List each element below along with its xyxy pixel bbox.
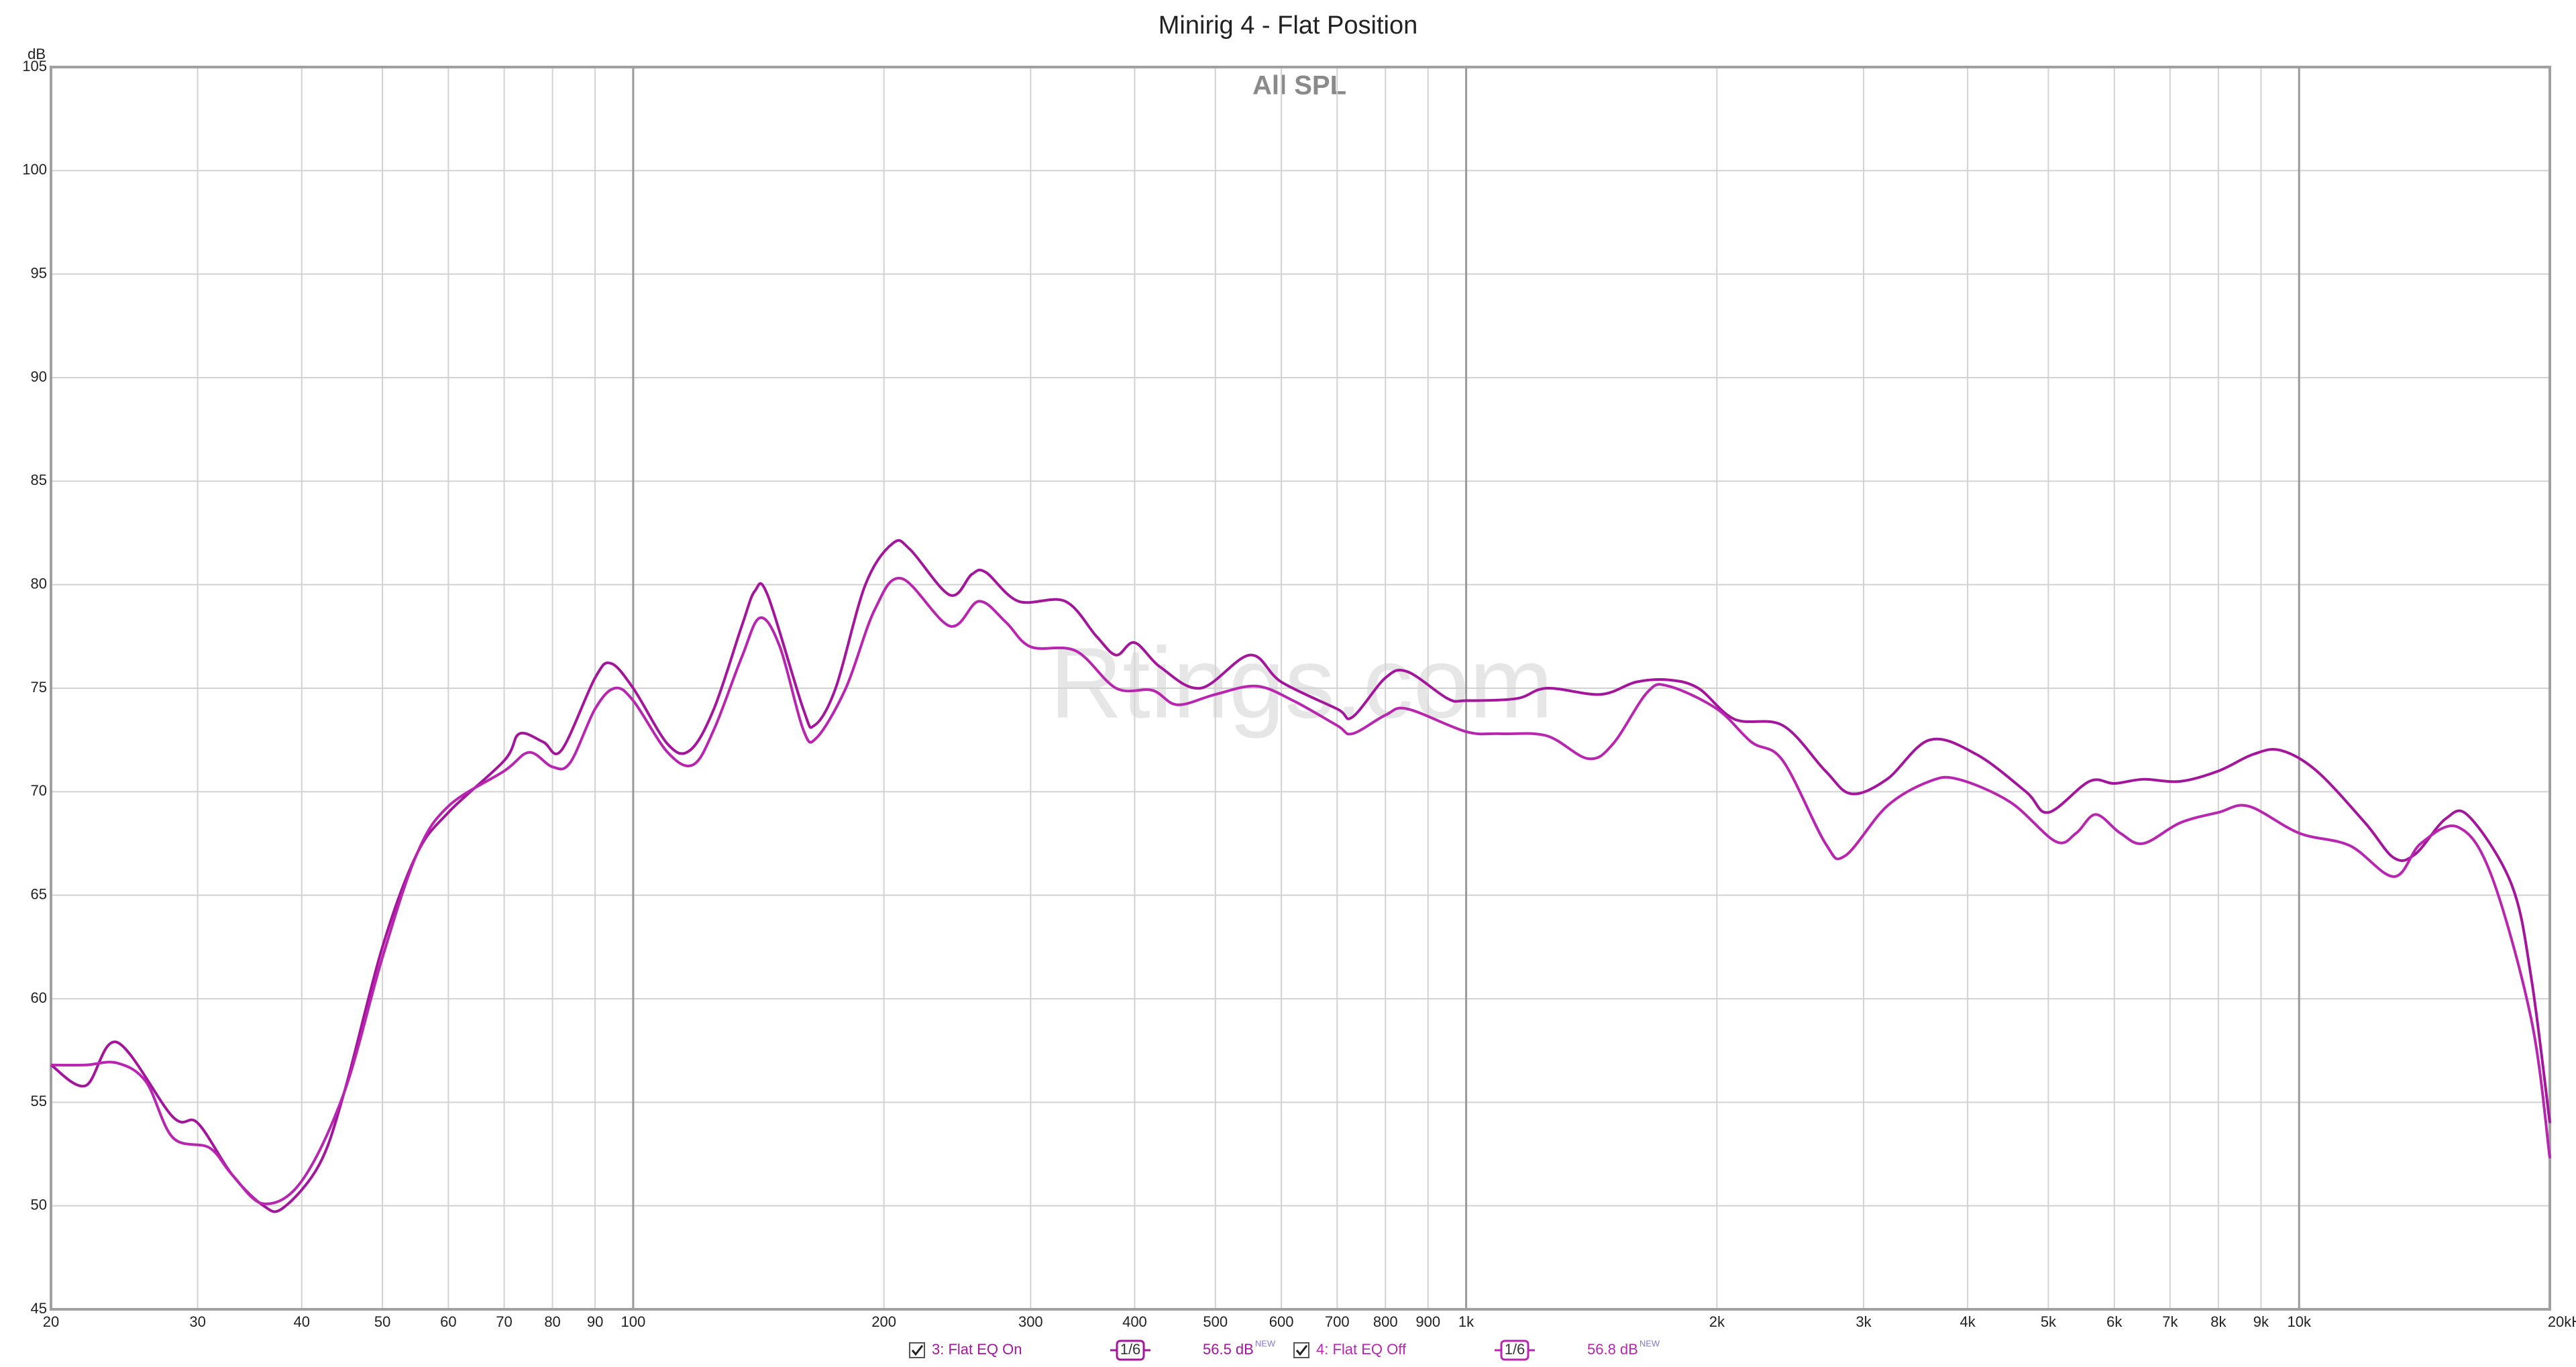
x-tick-label: 9k [2253, 1313, 2269, 1330]
checkbox-check [1295, 1345, 1308, 1356]
x-tick-label: 6k [2106, 1313, 2123, 1330]
x-tick-label: 8k [2210, 1313, 2226, 1330]
x-tick-label: 40 [294, 1313, 310, 1330]
x-tick-label: 80 [544, 1313, 560, 1330]
smoothing-box [1500, 1339, 1529, 1361]
y-tick-label: 90 [31, 368, 47, 385]
y-tick-label: 85 [31, 472, 47, 488]
x-tick-label: 3k [1856, 1313, 1872, 1330]
x-tick-label: 300 [1018, 1313, 1043, 1330]
y-tick-label: 75 [31, 679, 47, 696]
y-tick-label: 55 [31, 1093, 47, 1109]
x-tick-label: 500 [1203, 1313, 1228, 1330]
chart-subtitle: All SPL [1252, 71, 1346, 101]
legend-level: 56.5 dB [1203, 1341, 1254, 1358]
x-tick-label: 60 [440, 1313, 456, 1330]
legend-smoothing: 1/6 [1120, 1341, 1141, 1358]
y-tick-label: 70 [31, 782, 47, 799]
x-tick-label: 600 [1269, 1313, 1294, 1330]
x-tick-label: 700 [1325, 1313, 1350, 1330]
y-tick-label: 65 [31, 885, 47, 902]
x-tick-label: 200 [871, 1313, 896, 1330]
x-tick-label: 70 [496, 1313, 512, 1330]
legend-level-note: NEW [1640, 1338, 1660, 1348]
x-tick-label: 400 [1122, 1313, 1147, 1330]
y-tick-label: 80 [31, 575, 47, 592]
legend-level-note: NEW [1255, 1338, 1276, 1348]
series-line [50, 539, 2551, 1213]
x-tick-label: 800 [1373, 1313, 1398, 1330]
x-tick-label: 1k [1458, 1313, 1474, 1330]
legend-smoothing: 1/6 [1505, 1341, 1525, 1358]
x-tick-label: 10k [2287, 1313, 2311, 1330]
x-tick-label: 20 [43, 1313, 59, 1330]
x-tick-label: 900 [1415, 1313, 1440, 1330]
y-tick-label: 100 [22, 161, 47, 178]
y-tick-label: 45 [31, 1300, 47, 1317]
legend-checkbox[interactable] [909, 1342, 925, 1358]
x-tick-label: 20kHz [2548, 1313, 2576, 1330]
x-tick-label: 7k [2162, 1313, 2178, 1330]
x-tick-label: 50 [374, 1313, 390, 1330]
legend-label: 3: Flat EQ On [932, 1341, 1022, 1358]
plot-frame [50, 66, 2551, 1311]
legend-checkbox[interactable] [1293, 1342, 1309, 1358]
x-tick-label: 5k [2041, 1313, 2057, 1330]
legend-label: 4: Flat EQ Off [1316, 1341, 1407, 1358]
x-tick-label: 100 [621, 1313, 646, 1330]
y-axis-label: dB [28, 46, 46, 62]
legend-level: 56.8 dB [1587, 1341, 1638, 1358]
y-tick-label: 60 [31, 989, 47, 1006]
smoothing-box [1116, 1339, 1145, 1361]
x-tick-label: 2k [1709, 1313, 1725, 1330]
x-tick-label: 90 [587, 1313, 603, 1330]
grid [50, 66, 2551, 1310]
series-line [50, 577, 2551, 1205]
x-tick-label: 4k [1960, 1313, 1976, 1330]
y-tick-label: 95 [31, 264, 47, 281]
x-tick-label: 30 [189, 1313, 205, 1330]
chart-title: Minirig 4 - Flat Position [1159, 11, 1417, 40]
y-tick-label: 105 [22, 58, 47, 74]
watermark: Rtings.com [1050, 626, 1553, 739]
checkbox-check [911, 1345, 924, 1356]
y-tick-label: 50 [31, 1196, 47, 1213]
